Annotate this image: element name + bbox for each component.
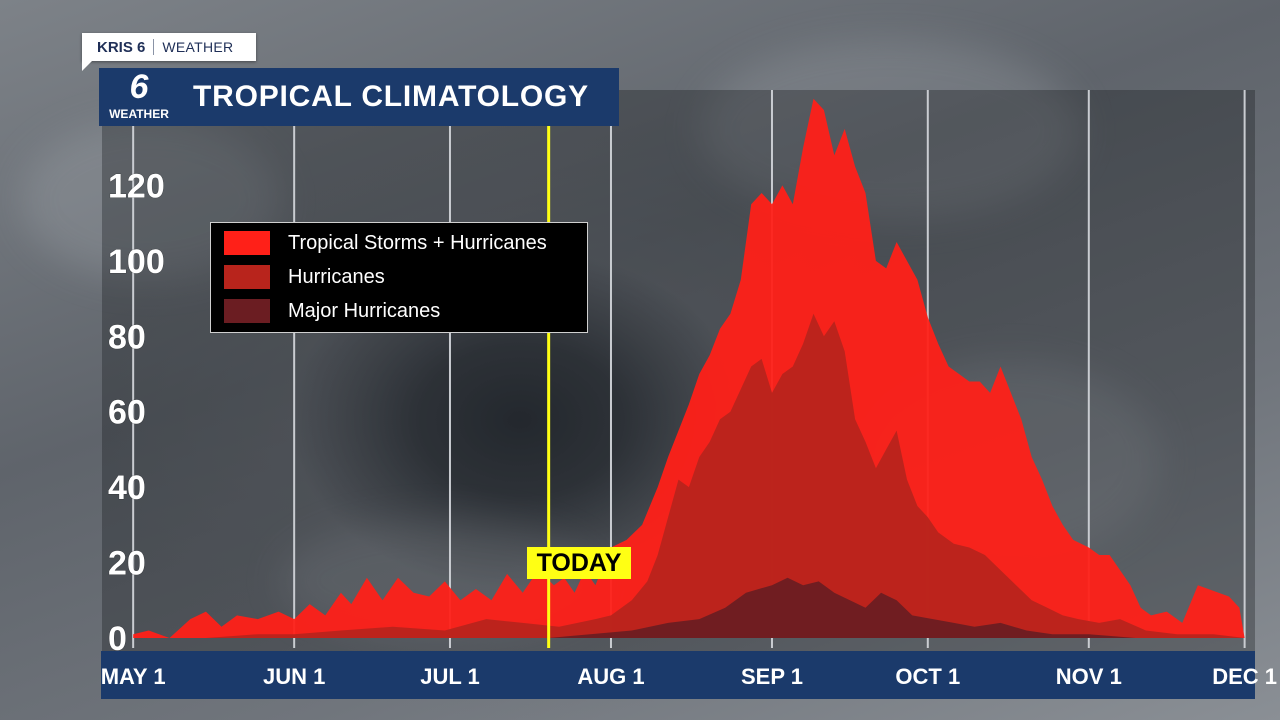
- legend-swatch: [224, 265, 270, 289]
- y-tick-label: 100: [108, 243, 165, 281]
- area-major-hurricanes: [548, 577, 1136, 638]
- station-logo: 6 WEATHER: [99, 68, 179, 126]
- y-tick-label: 80: [108, 318, 146, 356]
- y-tick-label: 120: [108, 167, 165, 205]
- x-tick-label: OCT 1: [895, 664, 960, 689]
- x-tick-label: JUN 1: [263, 664, 325, 689]
- station-brand-tag: KRIS 6 WEATHER: [82, 33, 256, 61]
- section-name: WEATHER: [162, 39, 234, 55]
- x-tick-label: MAY 1: [101, 664, 166, 689]
- legend-swatch: [224, 299, 270, 323]
- legend-item: Tropical Storms + Hurricanes: [211, 228, 547, 258]
- page-title: TROPICAL CLIMATOLOGY: [193, 80, 589, 113]
- x-axis-bar: [101, 651, 1255, 699]
- x-tick-label: DEC 1: [1212, 664, 1277, 689]
- cloud-texture: [700, 40, 1080, 220]
- series-areas: [133, 98, 1245, 638]
- x-tick-label: JUL 1: [420, 664, 480, 689]
- legend-label: Tropical Storms + Hurricanes: [288, 231, 547, 254]
- logo-number: 6: [129, 68, 149, 106]
- brand-tag-tail: [82, 61, 92, 71]
- station-name: KRIS 6: [97, 38, 146, 56]
- chart-legend: Tropical Storms + Hurricanes Hurricanes …: [210, 222, 588, 333]
- legend-item: Major Hurricanes: [211, 296, 440, 326]
- area-hurricanes: [205, 313, 1245, 638]
- y-tick-label: 40: [108, 469, 146, 507]
- x-tick-label: SEP 1: [741, 664, 803, 689]
- y-tick-label: 60: [108, 394, 146, 432]
- y-tick-label: 20: [108, 545, 146, 583]
- x-tick-label: NOV 1: [1056, 664, 1122, 689]
- title-bar: 6 WEATHER TROPICAL CLIMATOLOGY: [99, 68, 619, 126]
- area-tropical-storms-hurricanes: [133, 98, 1245, 638]
- brand-divider: [153, 39, 155, 55]
- x-tick-label: AUG 1: [577, 664, 644, 689]
- y-tick-label: 0: [108, 620, 127, 658]
- legend-item: Hurricanes: [211, 262, 385, 292]
- legend-label: Hurricanes: [288, 265, 385, 288]
- legend-swatch: [224, 231, 270, 255]
- today-label: TODAY: [527, 547, 631, 579]
- logo-label: WEATHER: [109, 107, 169, 121]
- legend-label: Major Hurricanes: [288, 299, 441, 322]
